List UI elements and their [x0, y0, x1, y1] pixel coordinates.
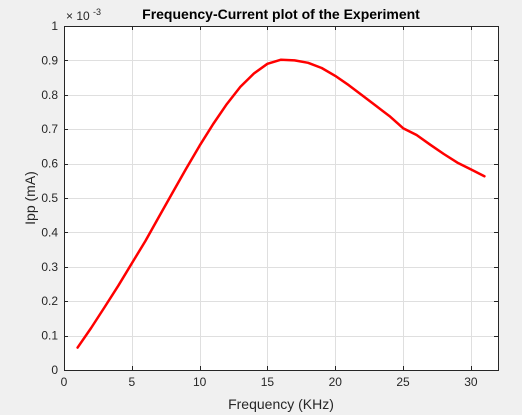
- x-tick-label: 15: [261, 375, 275, 389]
- chart-title: Frequency-Current plot of the Experiment: [142, 6, 420, 22]
- y-tick-label: 0.9: [41, 53, 58, 67]
- y-tick-label: 1: [51, 19, 58, 33]
- y-tick-labels: 0 0.1 0.2 0.3 0.4 0.5 0.6 0.7 0.8 0.9 1: [41, 19, 58, 377]
- y-tick-label: 0.6: [41, 157, 58, 171]
- y-tick-label: 0.8: [41, 88, 58, 102]
- y-exponent-power: -3: [93, 7, 101, 17]
- series-line: [76, 58, 486, 349]
- y-tick-label: 0.5: [41, 191, 58, 205]
- y-tick-label: 0.1: [41, 329, 58, 343]
- x-tick-label: 10: [193, 375, 207, 389]
- y-tick-label: 0.4: [41, 225, 58, 239]
- x-tick-label: 25: [396, 375, 410, 389]
- y-exponent-base: × 10: [66, 9, 90, 23]
- y-tick-label: 0.3: [41, 260, 58, 274]
- x-tick-label: 20: [329, 375, 343, 389]
- y-tick-label: 0: [51, 363, 58, 377]
- y-tick-label: 0.7: [41, 122, 58, 136]
- y-axis-label: Ipp (mA): [22, 171, 38, 225]
- x-tick-labels: 0 5 10 15 20 25 30: [61, 375, 478, 389]
- x-tick-label: 30: [464, 375, 478, 389]
- series-layer: [76, 58, 486, 349]
- x-axis-label: Frequency (KHz): [228, 396, 334, 412]
- y-tick-label: 0.2: [41, 294, 58, 308]
- y-axis-exponent: × 10 -3: [66, 7, 101, 23]
- x-tick-label: 5: [128, 375, 135, 389]
- x-tick-label: 0: [61, 375, 68, 389]
- tick-marks: [64, 26, 498, 371]
